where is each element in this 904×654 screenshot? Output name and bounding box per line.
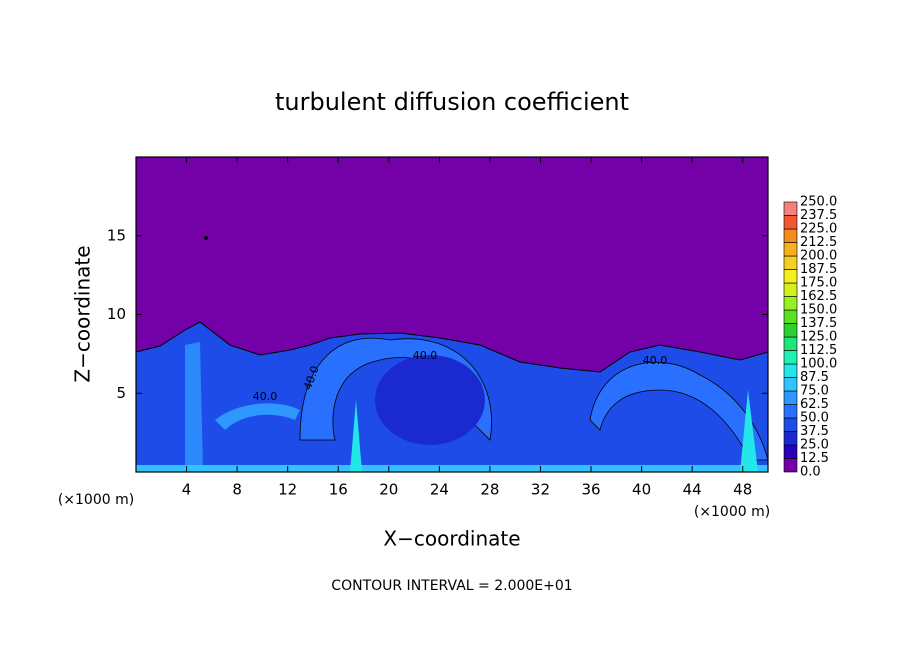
contour-label: 40.0	[643, 354, 668, 367]
colorbar-label: 175.0	[800, 276, 837, 291]
y-tick-label: 5	[116, 384, 126, 402]
colorbar-segment	[783, 242, 798, 257]
x-tick-label: 32	[531, 481, 550, 499]
colorbar-label: 25.0	[800, 438, 829, 453]
contour-label: 40.0	[413, 349, 438, 362]
colorbar-segment	[783, 309, 798, 324]
colorbar-label: 75.0	[800, 384, 829, 399]
colorbar-segment	[783, 255, 798, 270]
colorbar-segment	[783, 201, 798, 216]
colorbar-label: 100.0	[800, 357, 837, 372]
colorbar-segment	[783, 377, 798, 392]
colorbar-label: 162.5	[800, 289, 837, 304]
colorbar-label: 12.5	[800, 451, 829, 466]
colorbar-segment	[783, 431, 798, 446]
y-tick-label: 15	[107, 226, 126, 244]
colorbar-segment	[783, 444, 798, 459]
x-tick-label: 28	[480, 481, 499, 499]
colorbar-segment	[783, 323, 798, 338]
x-tick-label: 44	[683, 481, 702, 499]
colorbar-label: 125.0	[800, 330, 837, 345]
field	[135, 157, 769, 473]
x-unit-right: (×1000 m)	[694, 504, 770, 520]
colorbar-label: 87.5	[800, 370, 829, 385]
colorbar-label: 62.5	[800, 397, 829, 412]
colorbar-label: 187.5	[800, 262, 837, 277]
x-tick-label: 36	[581, 481, 600, 499]
x-tick-label: 40	[632, 481, 651, 499]
colorbar-label: 112.5	[800, 343, 837, 358]
colorbar-label: 250.0	[800, 195, 837, 210]
x-unit-left: (×1000 m)	[58, 492, 134, 508]
colorbar-label: 225.0	[800, 222, 837, 237]
colorbar-segment	[783, 417, 798, 432]
colorbar-label: 212.5	[800, 235, 837, 250]
colorbar-label: 200.0	[800, 249, 837, 264]
colorbar-segment	[783, 296, 798, 311]
colorbar-segment	[783, 350, 798, 365]
x-tick-label: 12	[278, 481, 297, 499]
colorbar-segment	[783, 269, 798, 284]
contour-label: 40.0	[253, 390, 278, 403]
colorbar-segment	[783, 228, 798, 243]
y-axis-label: Z−coordinate	[71, 245, 95, 382]
x-tick-label: 4	[182, 481, 192, 499]
colorbar-label: 0.0	[800, 465, 821, 480]
colorbar-label: 237.5	[800, 208, 837, 223]
colorbar-label: 150.0	[800, 303, 837, 318]
x-tick-label: 16	[329, 481, 348, 499]
colorbar-segment	[783, 404, 798, 419]
colorbar-label: 50.0	[800, 411, 829, 426]
x-tick-label: 24	[430, 481, 449, 499]
colorbar-segment	[783, 458, 798, 473]
chart-title: turbulent diffusion coefficient	[275, 88, 629, 116]
x-tick-label: 8	[232, 481, 242, 499]
colorbar-label: 137.5	[800, 316, 837, 331]
colorbar-segment	[783, 215, 798, 230]
colorbar-segment	[783, 390, 798, 405]
colorbar-segment	[783, 282, 798, 297]
y-tick-label: 10	[107, 305, 126, 323]
x-axis-label: X−coordinate	[383, 527, 520, 551]
colorbar-segment	[783, 336, 798, 351]
x-tick-label: 20	[379, 481, 398, 499]
x-tick-label: 48	[733, 481, 752, 499]
colorbar-segment	[783, 363, 798, 378]
colorbar-label: 37.5	[800, 424, 829, 439]
footnote: CONTOUR INTERVAL = 2.000E+01	[331, 578, 572, 594]
